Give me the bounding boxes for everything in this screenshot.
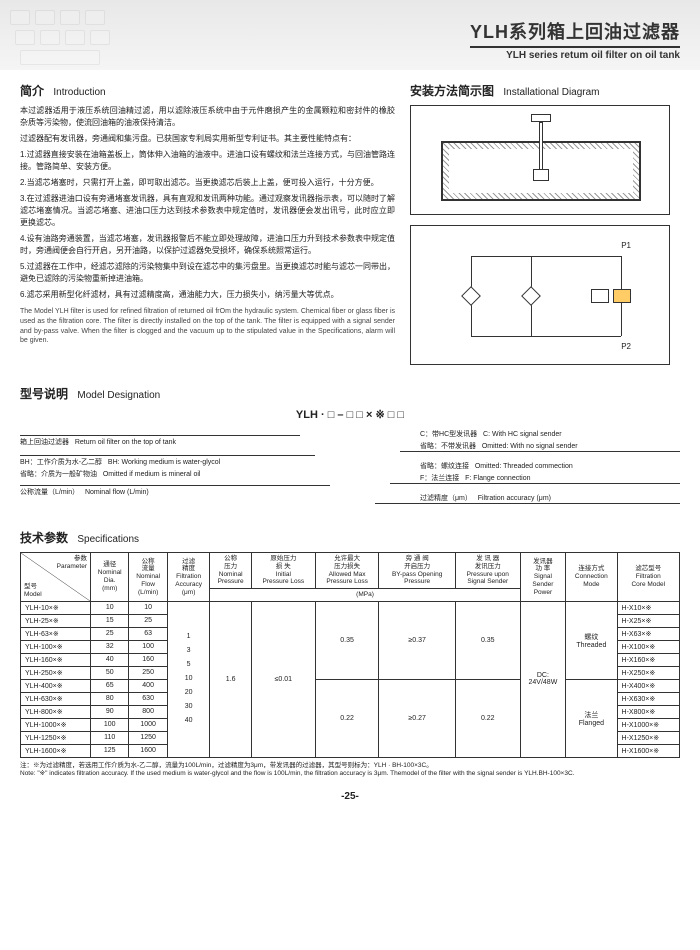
spec-table: 参数 Parameter 型号 Model 通径 Nominal Dia. (m… bbox=[20, 552, 680, 758]
press-header: 公称 压力 Nominal Pressure bbox=[210, 553, 252, 589]
footnote: 注：※为过滤精度，若选用工作介质为水-乙二醇，流量为100L/min，过滤精度为… bbox=[0, 758, 700, 783]
page-number: -25- bbox=[0, 791, 700, 802]
spec-title-cn: 技术参数 bbox=[20, 531, 68, 545]
model-title-en: Model Designation bbox=[77, 390, 160, 401]
intro-p7: 5.过滤器在工作中，经滤芯滤除的污染物集中到设在滤芯中的集污盘里。当更换滤芯时能… bbox=[20, 261, 395, 285]
acc-header: 过滤 精度 Filtration Accuracy (μm) bbox=[167, 553, 210, 602]
model-formula: YLH · □ – □ □ × ※ □ □ bbox=[20, 408, 680, 421]
intro-p8: 6.滤芯采用新型化纤滤材，具有过滤精度高，通油能力大，压力损失小，纳污量大等优点… bbox=[20, 289, 395, 301]
conn-header: 连接方式 Connection Mode bbox=[566, 553, 617, 602]
core-header: 滤芯型号 Filtration Core Model bbox=[617, 553, 679, 602]
page-title-cn: YLH系列箱上回油过滤器 bbox=[470, 18, 680, 44]
install-diagram-2: P1 P2 bbox=[410, 225, 670, 365]
model-title: 型号说明 Model Designation bbox=[20, 385, 680, 402]
power-header: 发讯器 功 率 Signal Sender Power bbox=[520, 553, 566, 602]
maxloss-header: 允许最大 压力损失 Allowed Max Pressure Loss bbox=[315, 553, 379, 589]
loss-header: 原始压力 损 失 Initial Pressure Loss bbox=[251, 553, 315, 589]
intro-p1: 本过滤器适用于液压系统回油精过滤，用以滤除液压系统中由于元件磨损产生的金属颗粒和… bbox=[20, 105, 395, 129]
footnote-cn: 注：※为过滤精度，若选用工作介质为水-乙二醇，流量为100L/min，过滤精度为… bbox=[20, 762, 680, 770]
install-title-cn: 安装方法简示图 bbox=[410, 84, 494, 98]
intro-p3: 1.过滤器直接安装在油箱盖板上，筒体伸入油箱的油液中。进油口设有螺纹和法兰连接方… bbox=[20, 149, 395, 173]
intro-p4: 2.当滤芯堵塞时，只需打开上盖，即可取出滤芯。当更换滤芯后装上上盖，便可投入运行… bbox=[20, 177, 395, 189]
install-diagram-1 bbox=[410, 105, 670, 215]
intro-title-en: Introduction bbox=[53, 87, 105, 98]
dia-header: 通径 Nominal Dia. (mm) bbox=[91, 553, 129, 602]
table-row: YLH-10×※10101 3 5 10 20 30 401.6≤0.010.3… bbox=[21, 601, 680, 614]
intro-title: 简介 Introduction bbox=[20, 82, 395, 99]
signal-header: 发 讯 器 发讯压力 Pressure upon Signal Sender bbox=[455, 553, 520, 589]
page-title-en: YLH series retum oil filter on oil tank bbox=[470, 46, 680, 61]
mpa-header: (MPa) bbox=[210, 589, 520, 602]
spec-title-en: Specifications bbox=[77, 534, 139, 545]
intro-title-cn: 简介 bbox=[20, 84, 44, 98]
header-background: YLH系列箱上回油过滤器 YLH series retum oil filter… bbox=[0, 0, 700, 70]
p1-label: P1 bbox=[621, 241, 631, 250]
install-title: 安装方法简示图 Installational Diagram bbox=[410, 82, 680, 99]
table-row: YLH-400×※654000.22≥0.270.22法兰 FlangedH-X… bbox=[21, 679, 680, 692]
bypass-header: 旁 通 阀 开启压力 BY-pass Opening Pressure bbox=[379, 553, 455, 589]
install-title-en: Installational Diagram bbox=[503, 87, 599, 98]
spec-title: 技术参数 Specifications bbox=[20, 529, 680, 546]
intro-p2: 过滤器配有发讯器，旁通阀和集污盘。已获国家专利局实用新型专利证书。其主要性能特点… bbox=[20, 133, 395, 145]
model-title-cn: 型号说明 bbox=[20, 387, 68, 401]
p2-label: P2 bbox=[621, 342, 631, 351]
intro-p5: 3.在过滤器进油口设有旁通堵塞发讯器，具有直观和发讯两种功能。通过观察发讯器指示… bbox=[20, 193, 395, 229]
footnote-en: Note: "※" indicates filtration accuracy.… bbox=[20, 770, 680, 778]
intro-p6: 4.设有油路旁通装置，当滤芯堵塞，发讯器报警后不能立即处理故障，进油口压力升到技… bbox=[20, 233, 395, 257]
flow-header: 公称 流量 Nominal Flow (L/min) bbox=[129, 553, 167, 602]
model-diagram: 箱上回油过滤器 Return oil filter on the top of … bbox=[20, 429, 680, 519]
intro-en: The Model YLH filter is used for refined… bbox=[20, 307, 395, 346]
